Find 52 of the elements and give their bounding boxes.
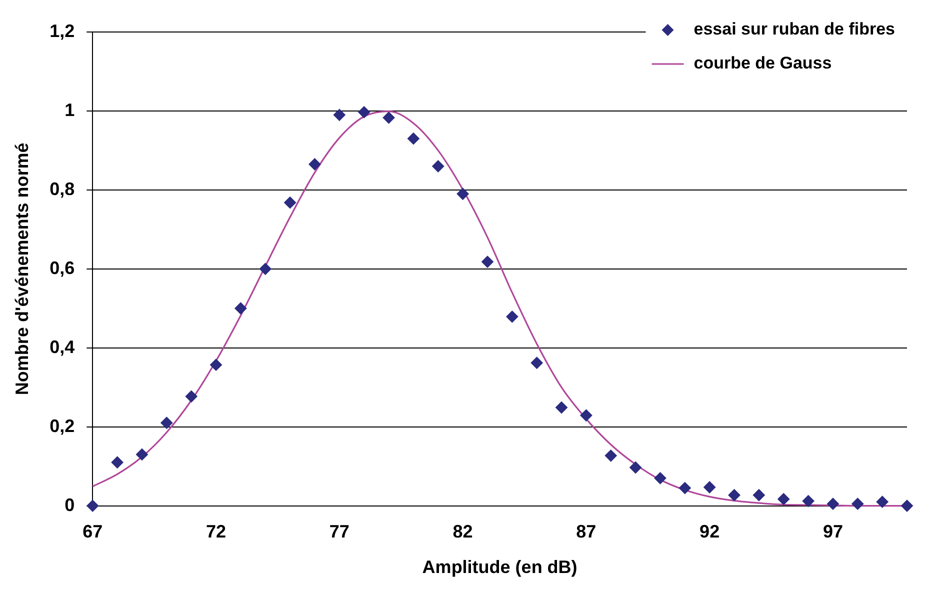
y-axis-title: Nombre d'événements normé [12, 142, 32, 396]
point [778, 493, 790, 506]
point [407, 132, 420, 145]
point [506, 310, 518, 323]
point [556, 401, 568, 414]
x-tick-label: 72 [206, 522, 226, 542]
point [630, 462, 642, 474]
point [234, 302, 247, 314]
point [136, 448, 148, 460]
point [308, 158, 321, 170]
y-tick-label: 0,4 [50, 336, 75, 357]
point [876, 496, 888, 508]
y-tick-label: 1,2 [50, 20, 75, 41]
point [210, 358, 222, 371]
point [333, 108, 346, 121]
point [678, 482, 691, 494]
point [259, 262, 272, 275]
x-tick-label: 77 [329, 522, 350, 542]
point [456, 188, 469, 200]
point [704, 481, 716, 494]
x-tick-label: 97 [822, 522, 843, 542]
y-tick-label: 0 [64, 494, 75, 515]
point [852, 498, 864, 510]
point [111, 456, 124, 468]
point [752, 489, 765, 502]
y-tick-label: 0,8 [50, 178, 75, 199]
legend-label: essai sur ruban de fibres [694, 20, 896, 39]
point [284, 196, 296, 209]
point [382, 112, 395, 124]
point [901, 500, 913, 512]
point [432, 160, 444, 172]
point [654, 472, 666, 484]
legend-label: courbe de Gauss [694, 54, 832, 73]
point [530, 356, 543, 369]
point [185, 390, 198, 402]
point [358, 106, 370, 118]
y-tick-label: 1 [64, 100, 75, 120]
x-tick-label: 87 [576, 522, 596, 542]
point [580, 409, 592, 422]
point [728, 489, 740, 502]
point [802, 495, 814, 508]
y-tick-label: 0,6 [50, 258, 75, 278]
y-tick-label: 0,2 [50, 416, 75, 436]
point [86, 500, 99, 512]
x-axis-title: Amplitude (en dB) [422, 557, 578, 578]
x-tick-label: 82 [452, 522, 473, 542]
point [481, 256, 494, 268]
point [826, 498, 839, 510]
point [160, 416, 173, 429]
x-tick-label: 92 [700, 522, 720, 542]
x-tick-label: 67 [82, 522, 103, 542]
point [604, 450, 617, 462]
